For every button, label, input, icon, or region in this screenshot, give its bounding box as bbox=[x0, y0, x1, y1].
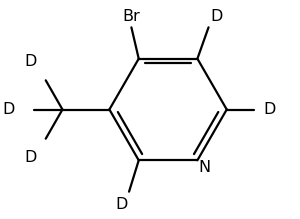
Text: N: N bbox=[199, 160, 211, 175]
Text: D: D bbox=[210, 9, 223, 24]
Text: D: D bbox=[2, 102, 14, 117]
Text: D: D bbox=[115, 197, 127, 212]
Text: D: D bbox=[24, 150, 36, 164]
Text: D: D bbox=[24, 55, 36, 69]
Text: Br: Br bbox=[122, 9, 140, 24]
Text: D: D bbox=[263, 102, 275, 117]
